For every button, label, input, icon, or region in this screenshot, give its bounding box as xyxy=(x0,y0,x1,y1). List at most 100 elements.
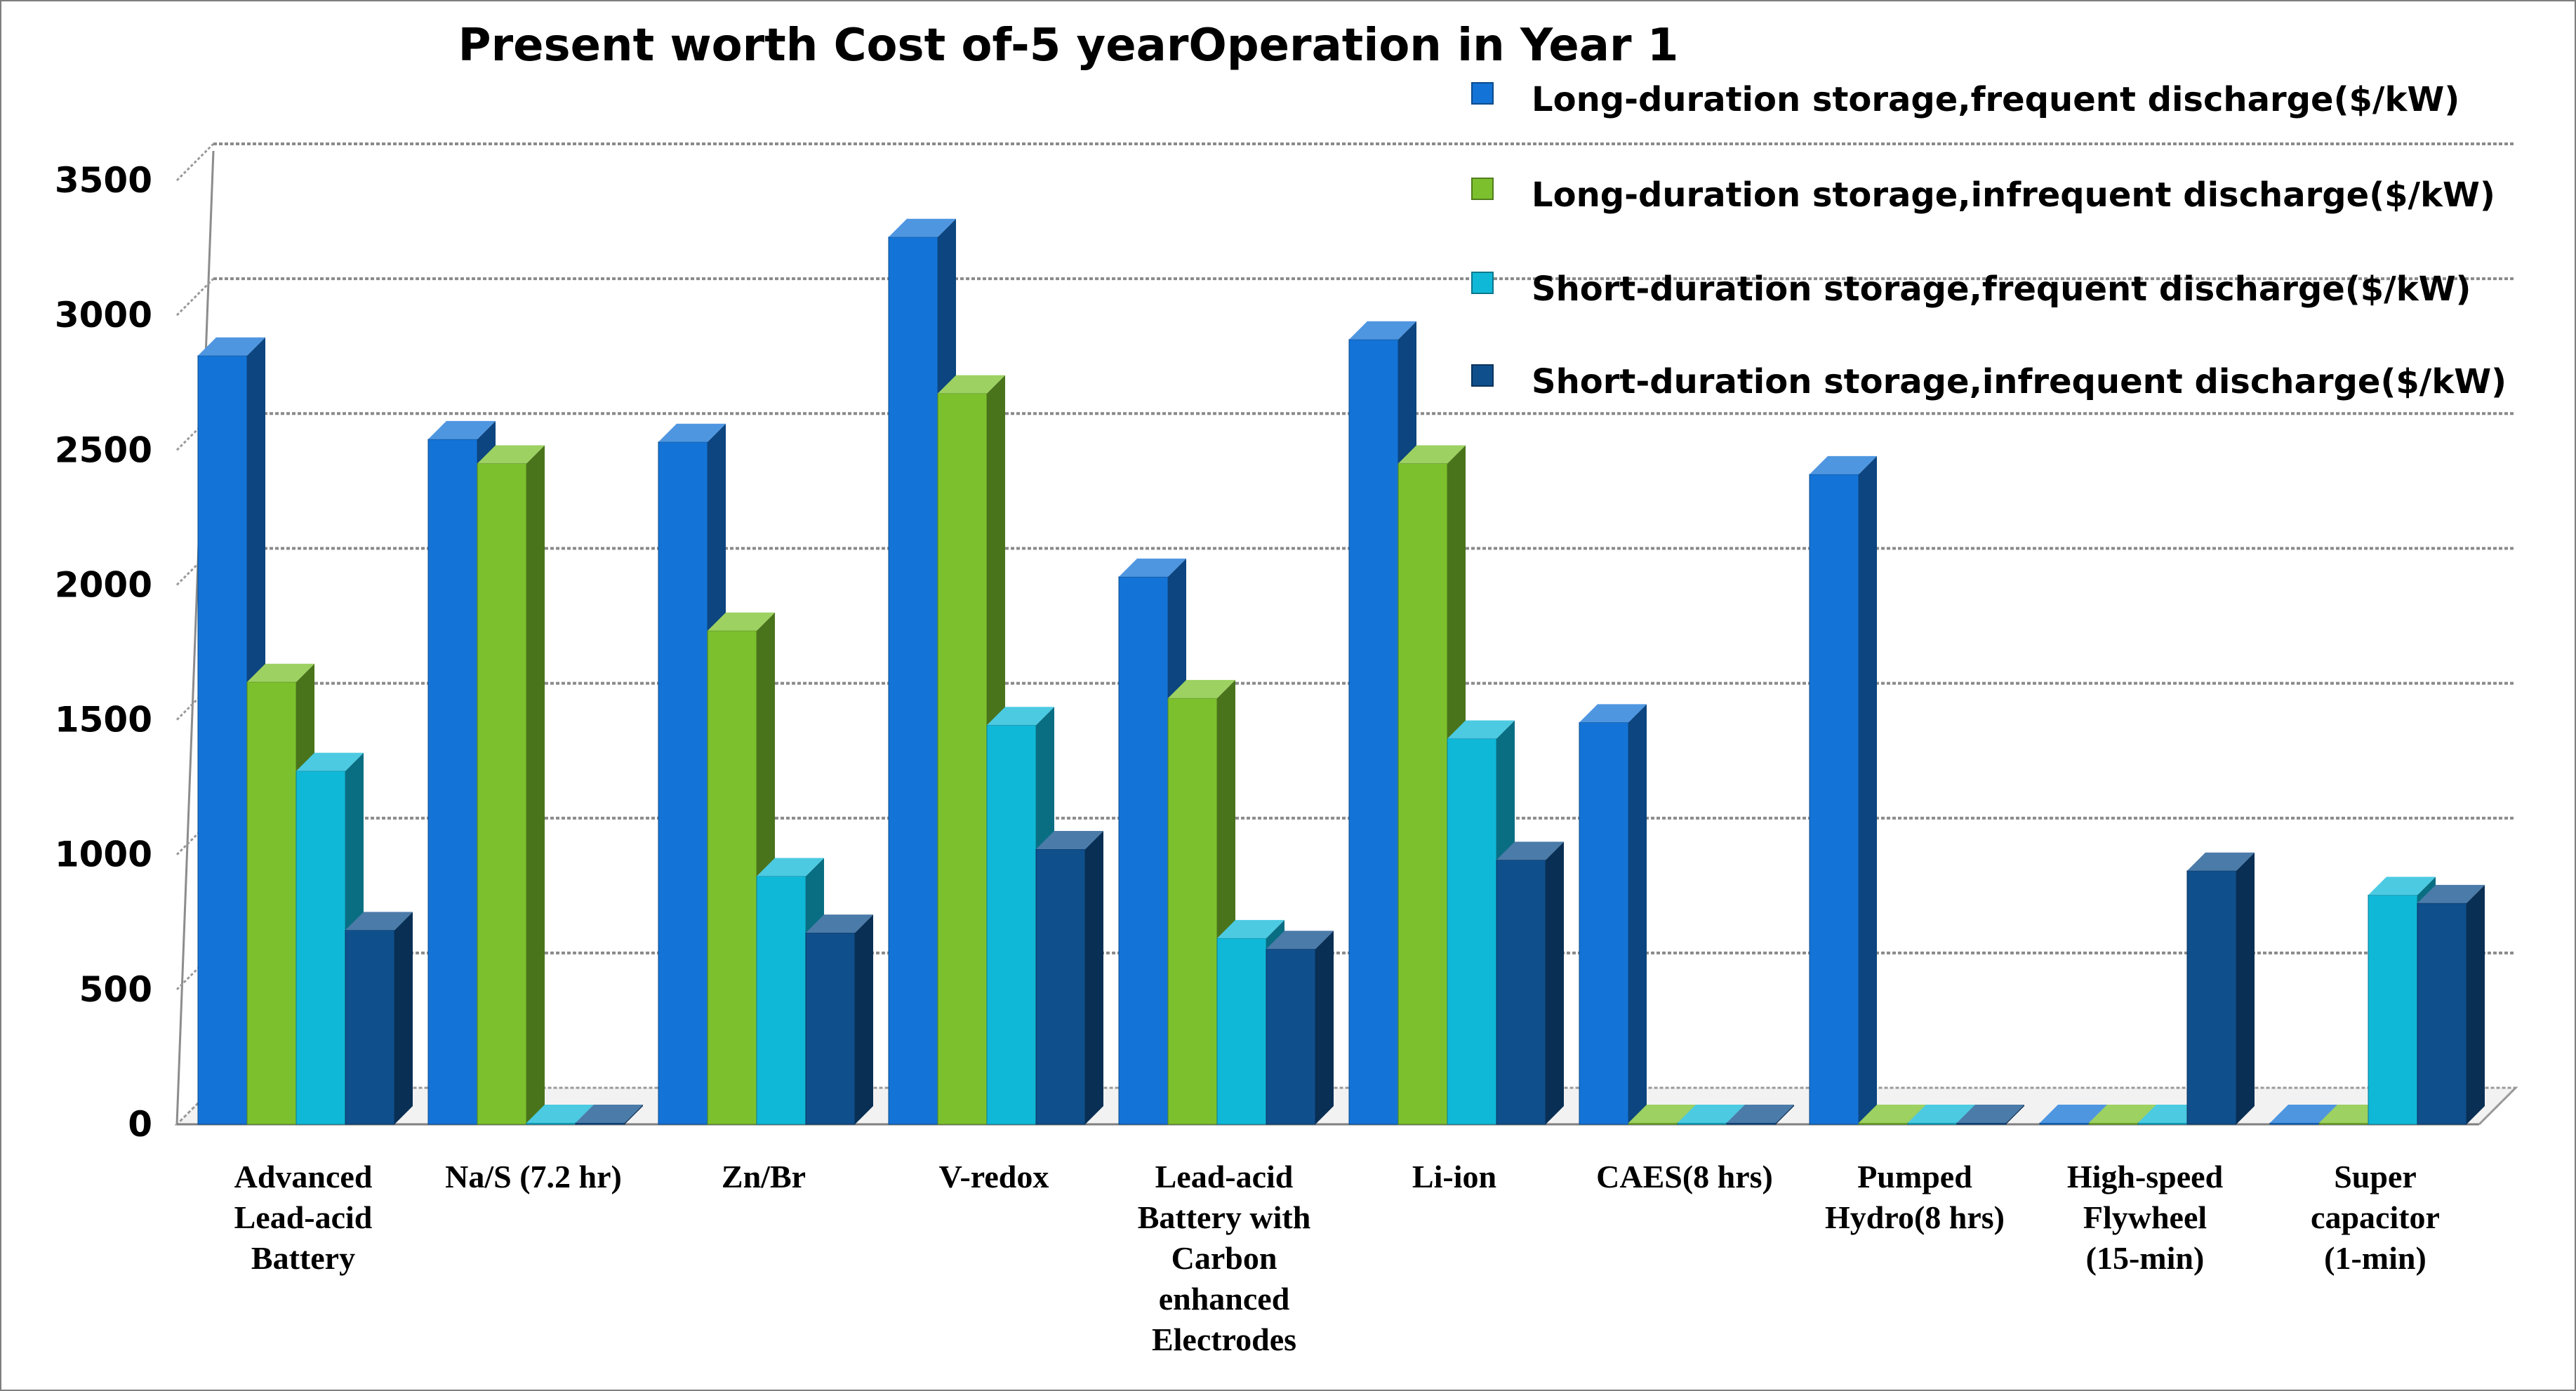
x-tick-label-line: capacitor xyxy=(2311,1199,2440,1235)
x-tick-label: CAES(8 hrs) xyxy=(1596,1159,1773,1194)
bar-top xyxy=(2368,877,2436,896)
bar-top xyxy=(1496,841,1564,860)
bar xyxy=(427,420,496,1125)
legend-item: Short-duration storage,infrequent discha… xyxy=(1471,362,2507,401)
chart-title: Present worth Cost of-5 yearOperation in… xyxy=(458,20,1679,72)
x-tick-label-line: Battery xyxy=(251,1240,355,1276)
x-tick-label-line: Lead-acid xyxy=(1155,1159,1294,1194)
y-tick-label: 3000 xyxy=(55,295,152,335)
x-tick-label: High-speed Flywheel (15-min) xyxy=(2067,1159,2224,1276)
y-axis-ticks: 0 500 1000 1500 2000 2500 3000 3500 xyxy=(55,160,152,1145)
bar-front xyxy=(477,463,527,1125)
bar-side xyxy=(1628,704,1647,1124)
bar-side xyxy=(394,912,413,1124)
bar xyxy=(575,1105,643,1125)
bar-top xyxy=(428,420,496,439)
bar-top xyxy=(1628,1105,1696,1123)
bar-top xyxy=(708,612,775,631)
bar-front xyxy=(2137,1122,2188,1125)
bar-front xyxy=(2269,1122,2320,1125)
x-axis-ticks: Advanced Lead-acid Battery Na/S (7.2 hr) Zn/… xyxy=(234,1159,2440,1357)
bar-front xyxy=(1397,463,1448,1125)
bar-side xyxy=(2006,1105,2024,1124)
bar-front xyxy=(1348,339,1399,1125)
y-tick-label: 2500 xyxy=(55,430,152,470)
x-tick-label-line: Advanced xyxy=(234,1159,373,1194)
bar-side xyxy=(526,445,545,1124)
legend-swatch xyxy=(1471,272,1494,294)
bar-front xyxy=(1496,859,1546,1125)
bar-front xyxy=(2417,903,2467,1125)
x-tick-label-line: Zn/Br xyxy=(722,1159,806,1194)
bar-top xyxy=(1810,455,1877,474)
bar-top xyxy=(1579,704,1647,723)
bar xyxy=(477,445,545,1125)
bars xyxy=(197,218,2485,1125)
legend: Long-duration storage,frequent discharge… xyxy=(1471,80,2507,401)
x-tick-label: Pumped Hydro(8 hrs) xyxy=(1825,1159,2005,1235)
bar-top xyxy=(1119,558,1186,577)
bar-side xyxy=(1546,841,1564,1124)
gridline-diagonal xyxy=(175,952,215,990)
x-tick-label-line: Battery with xyxy=(1138,1199,1311,1235)
bar-top xyxy=(1908,1105,1975,1123)
x-tick-label-line: Super xyxy=(2334,1159,2417,1194)
bar-front xyxy=(658,441,708,1125)
bar xyxy=(1726,1105,1794,1125)
bar-top xyxy=(2040,1105,2107,1123)
bar-top xyxy=(296,752,364,771)
bar-front xyxy=(1216,938,1267,1125)
gridline-diagonal xyxy=(175,547,215,586)
x-tick-label-line: Pumped xyxy=(1857,1159,1972,1194)
x-tick-label-line: V-redox xyxy=(939,1159,1049,1194)
bar-front xyxy=(575,1122,625,1125)
bar xyxy=(1266,931,1334,1125)
floor-right-edge xyxy=(2478,1086,2517,1126)
bar-top xyxy=(2187,852,2255,871)
bar-top xyxy=(806,914,873,933)
bar xyxy=(1035,831,1103,1125)
bar-top xyxy=(526,1105,594,1123)
x-tick-label-line: enhanced xyxy=(1159,1281,1290,1317)
legend-item: Long-duration storage,infrequent dischar… xyxy=(1471,175,2495,215)
bar-top xyxy=(1036,831,1103,850)
bar-front xyxy=(756,875,806,1125)
x-tick-label: Zn/Br xyxy=(722,1159,806,1194)
bar-top xyxy=(1349,321,1416,340)
bar-top xyxy=(1447,720,1515,739)
bar-top xyxy=(938,375,1005,394)
bar-top xyxy=(1727,1105,1794,1123)
legend-swatch xyxy=(1471,178,1494,200)
x-tick-label-line: Hydro(8 hrs) xyxy=(1825,1199,2005,1235)
x-tick-label-line: Li-ion xyxy=(1412,1159,1496,1194)
bar xyxy=(2186,852,2255,1125)
y-tick-label: 1000 xyxy=(55,834,152,875)
gridline-diagonal xyxy=(175,142,215,182)
bar-front xyxy=(805,932,856,1125)
bar-side xyxy=(1776,1105,1794,1124)
bar-top xyxy=(889,218,956,237)
x-tick-label-line: Na/S (7.2 hr) xyxy=(445,1159,622,1194)
bar-front xyxy=(707,630,757,1125)
bar-front xyxy=(1266,948,1316,1125)
bar-front xyxy=(2039,1122,2090,1125)
gridline-diagonal xyxy=(175,278,215,317)
bar-front xyxy=(296,771,346,1125)
bar xyxy=(1956,1105,2024,1125)
bar-front xyxy=(937,393,988,1125)
bar-front xyxy=(2186,870,2237,1125)
y-tick-label: 3500 xyxy=(55,160,152,201)
legend-item: Short-duration storage,frequent discharg… xyxy=(1471,269,2471,309)
gridline-diagonal xyxy=(175,682,215,721)
y-tick-label: 500 xyxy=(79,969,152,1010)
bar-front xyxy=(1579,721,1629,1125)
x-tick-label: Li-ion xyxy=(1412,1159,1496,1194)
bar-side xyxy=(625,1105,643,1124)
bar-top xyxy=(757,858,824,877)
x-tick-label-line: (1-min) xyxy=(2324,1240,2426,1276)
bar xyxy=(1809,455,1877,1125)
bar-top xyxy=(1859,1105,1926,1123)
bar xyxy=(1496,841,1564,1125)
bar-side xyxy=(1085,831,1103,1124)
